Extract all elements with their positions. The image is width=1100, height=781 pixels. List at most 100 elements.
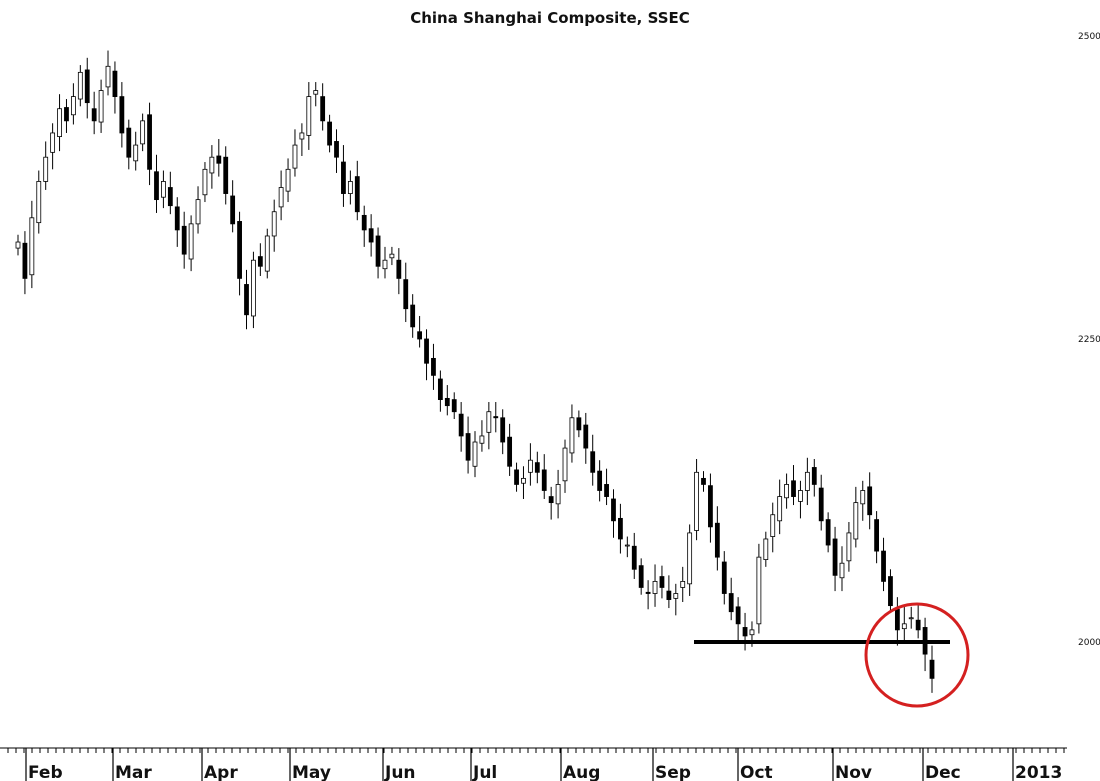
annotations [694,602,970,708]
candle-body [223,156,229,194]
candle-body [431,357,436,376]
x-tick-label: Dec [925,763,961,781]
candle-body [777,496,783,522]
candle-body [382,259,388,270]
candle-body [119,96,125,134]
candle-body [929,659,935,679]
candle-body [209,156,215,174]
candle-body [15,241,21,249]
candle-body [91,108,97,122]
candle-body [486,411,492,433]
candle-body [666,590,672,600]
x-tick-label: Sep [655,763,691,781]
candle-body [770,514,776,537]
candle-body [299,132,305,140]
candle-body [645,591,651,594]
candle-body [154,171,159,201]
candle-body [57,108,62,137]
candle-body [77,71,83,100]
candle-body [590,451,596,473]
candle-body [735,606,741,625]
candle-series [15,50,935,693]
candle-body [50,132,56,153]
highlight-circle [864,602,970,708]
x-tick-label: 2013 [1015,763,1062,781]
candle-body [874,519,880,552]
candle-body [534,462,540,473]
candle-body [680,581,686,588]
candle-body [915,619,921,631]
candle-body [721,561,727,594]
y-tick-label: 2500 [1078,32,1100,42]
candle-body [901,623,907,630]
candle-body [825,519,831,546]
x-axis: Feb Mar Apr May Jun Jul Aug Sep Oct Nov Dec 2013 [0,747,1067,781]
candle-body [36,181,42,224]
candle-body [811,467,817,485]
candle-body [569,417,575,454]
candle-body [292,144,298,169]
candle-body [493,416,499,419]
candle-body [832,538,838,576]
candle-body [465,433,471,461]
candle-body [541,469,547,491]
candle-body [140,120,146,145]
candle-body [264,235,270,272]
candle-body [853,502,859,540]
candle-body [908,617,914,620]
candle-body [458,413,464,437]
candle-body [257,256,263,267]
candle-body [22,242,28,279]
candle-body [451,399,457,413]
candle-body [784,484,789,499]
x-tick-label: Apr [204,763,238,781]
candle-body [410,304,416,328]
candle-body [694,471,699,531]
candle-body [514,469,519,485]
candle-body [562,447,568,482]
y-tick-label: 2000 [1078,638,1100,648]
candle-body [527,459,533,473]
y-axis: 2500 2250 2000 [1078,32,1100,648]
candle-body [894,608,900,631]
x-tick-label: Nov [835,763,872,781]
x-tick-label: Jun [384,763,416,781]
y-tick-label: 2250 [1078,335,1100,345]
candle-body [444,397,450,407]
candle-body [354,176,360,213]
candle-body [701,477,706,485]
candle-body [126,127,132,158]
candle-body [347,181,353,194]
candle-body [804,471,810,491]
candle-body [818,487,824,522]
candle-body [652,581,658,594]
candle-body [181,225,187,255]
candle-body [285,168,291,192]
candle-body [521,477,526,484]
candle-body [230,195,236,225]
candle-body [320,96,326,122]
candle-body [659,576,665,588]
x-tick-label: May [292,763,331,781]
x-tick-label: Mar [115,763,152,781]
candle-body [576,417,582,431]
candle-body [313,90,319,95]
candle-body [867,486,873,516]
candle-body [597,470,603,491]
candle-body [611,498,616,522]
candle-body [105,65,111,88]
candle-body [112,70,118,98]
candle-body [749,629,755,636]
candle-body [29,217,35,276]
chart-title: China Shanghai Composite, SSEC [410,9,690,27]
candle-body [375,235,381,267]
candle-body [84,69,90,104]
candle-body [798,490,803,502]
candle-body [188,223,194,260]
candle-body [327,121,332,146]
candle-body [618,517,623,540]
candle-body [237,221,242,279]
candle-body [244,284,249,316]
candle-body [756,556,762,625]
candle-body [195,199,201,225]
